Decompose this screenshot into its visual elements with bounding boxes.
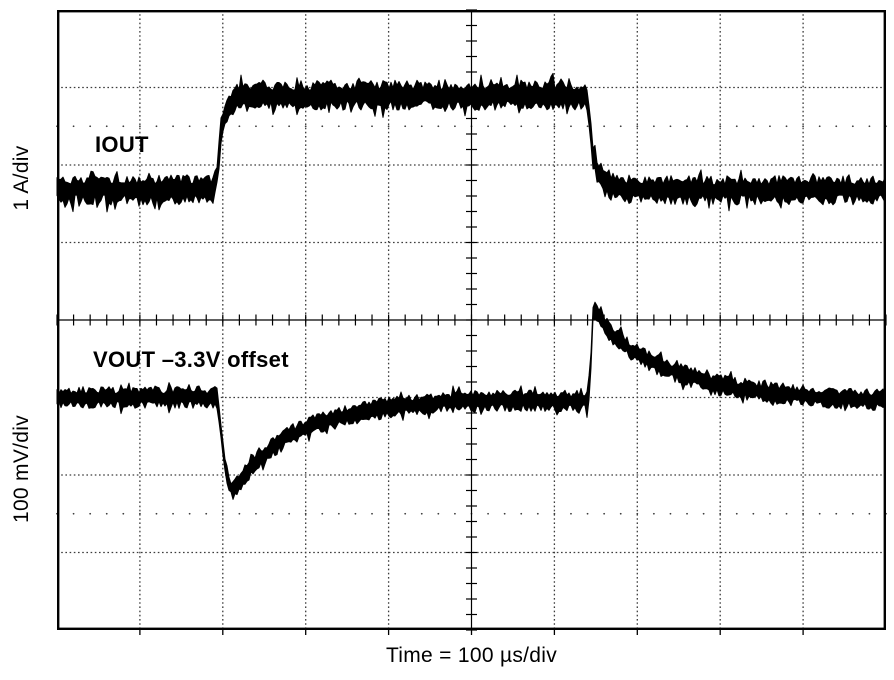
graticule — [56, 9, 887, 635]
y-axis-label-current: 1 A/div — [10, 145, 33, 211]
trace-iout — [56, 72, 886, 213]
iout-trace-label: IOUT — [95, 132, 149, 157]
trace-vout — [56, 301, 886, 500]
y-axis-label-voltage: 100 mV/div — [10, 414, 33, 524]
vout-trace-label: VOUT –3.3V offset — [93, 347, 289, 372]
scope-graticule: IOUT VOUT –3.3V offset — [56, 9, 887, 635]
x-axis-label-time: Time = 100 µs/div — [385, 644, 558, 667]
scope-plot-canvas — [56, 9, 887, 635]
